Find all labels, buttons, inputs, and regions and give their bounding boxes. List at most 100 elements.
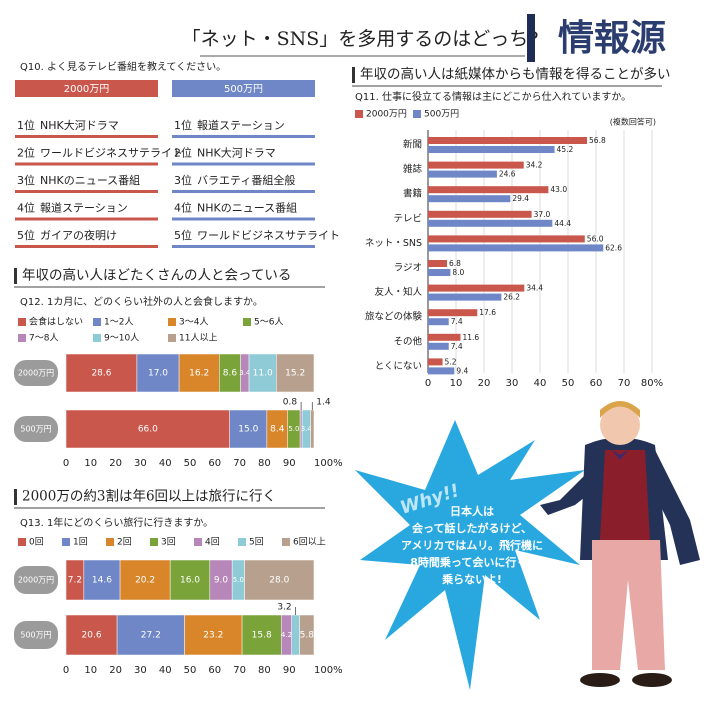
legend-swatch bbox=[168, 318, 176, 326]
bar bbox=[428, 210, 532, 218]
shoe-right bbox=[632, 673, 672, 687]
category-label: 友人・知人 bbox=[374, 286, 422, 298]
hair bbox=[600, 401, 640, 418]
legend-swatch bbox=[18, 538, 26, 546]
pants bbox=[592, 540, 665, 670]
bar-segment bbox=[310, 409, 315, 449]
x-tick-label: 70 bbox=[618, 378, 631, 389]
arm-right bbox=[655, 450, 700, 565]
bar-segment bbox=[169, 559, 211, 601]
bar-segment bbox=[276, 353, 315, 393]
legend-label: 11人以上 bbox=[179, 333, 217, 344]
rank-underline bbox=[172, 217, 315, 221]
bar bbox=[428, 309, 478, 317]
value-label: 15.0 bbox=[238, 425, 258, 435]
head bbox=[600, 405, 640, 445]
value-label: 27.2 bbox=[141, 631, 161, 641]
category-label: 雑誌 bbox=[403, 163, 423, 175]
program: 報道ステーション bbox=[197, 118, 285, 132]
value-label: 56.0 bbox=[587, 234, 604, 243]
value-label: 7.2 bbox=[68, 576, 82, 586]
value-label: 0.8 bbox=[283, 398, 298, 408]
rank-underline bbox=[15, 135, 158, 138]
value-label: 5.2 bbox=[445, 357, 457, 366]
shoe-left bbox=[580, 673, 620, 687]
legend-label: 5～6人 bbox=[254, 317, 283, 328]
x-tick-label: 30 bbox=[134, 665, 147, 676]
legend-swatch bbox=[355, 110, 363, 118]
value-label: 15.2 bbox=[285, 369, 305, 379]
value-label: 3.4 bbox=[301, 425, 313, 433]
bar bbox=[428, 161, 524, 169]
value-label: 44.4 bbox=[554, 219, 571, 228]
bar bbox=[428, 333, 461, 341]
speech-burst bbox=[355, 420, 585, 690]
rank-underline bbox=[15, 162, 158, 166]
category-label: 新聞 bbox=[403, 139, 422, 151]
x-tick-label: 70 bbox=[233, 458, 246, 469]
bar bbox=[428, 170, 497, 178]
legend-swatch bbox=[238, 538, 246, 546]
category-badge bbox=[14, 621, 58, 649]
bar bbox=[428, 146, 555, 153]
bar-segment bbox=[229, 409, 268, 449]
bar-segment bbox=[244, 559, 315, 601]
x-tick-label: 0 bbox=[63, 665, 69, 676]
value-label: 16.0 bbox=[180, 576, 200, 586]
person bbox=[540, 401, 700, 687]
value-label: 4.2 bbox=[281, 631, 292, 639]
legend-label: 3～4人 bbox=[179, 317, 208, 328]
category-label: 2000万円 bbox=[18, 576, 54, 585]
header: 「ネット・SNS」を多用するのはどっち? 情報源 bbox=[182, 14, 666, 62]
legend-swatch bbox=[282, 538, 290, 546]
value-label: 34.2 bbox=[526, 161, 543, 170]
bow-tie bbox=[612, 450, 628, 460]
legend-label: 6回以上 bbox=[293, 537, 326, 548]
x-tick-label: 80 bbox=[258, 665, 271, 676]
value-label: 26.2 bbox=[503, 293, 520, 302]
bar bbox=[428, 318, 449, 326]
legend-label: 5回 bbox=[249, 537, 264, 548]
category-label: その他 bbox=[393, 335, 422, 347]
question: Q13. 1年にどのくらい旅行に行きますか。 bbox=[20, 516, 213, 529]
value-label: 11.6 bbox=[462, 333, 479, 342]
rank: 3位 bbox=[17, 173, 35, 187]
legend-swatch bbox=[18, 334, 26, 342]
bubble-line: 8時間乗って会いに行く? bbox=[410, 555, 533, 569]
rank-underline bbox=[15, 245, 158, 248]
section-title: 年収の高い人ほどたくさんの人と会っている bbox=[22, 267, 291, 284]
bubble-line: 日本人は bbox=[450, 504, 494, 518]
program: 報道ステーション bbox=[40, 201, 128, 215]
x-tick-label: 0 bbox=[63, 458, 69, 469]
bar bbox=[428, 284, 525, 292]
program: ワールドビジネスサテライト bbox=[40, 147, 183, 160]
note: (複数回答可) bbox=[610, 117, 656, 127]
category-label: ラジオ bbox=[394, 263, 422, 274]
question: Q11. 仕事に役立てる情報は主にどこから仕入れていますか。 bbox=[355, 90, 631, 103]
program: NHKのニュース番組 bbox=[40, 174, 140, 187]
value-label: 8.4 bbox=[270, 425, 285, 435]
x-tick-label: 90 bbox=[283, 665, 296, 676]
value-label: 23.2 bbox=[203, 631, 223, 641]
legend-label: 1回 bbox=[73, 537, 88, 548]
value-label: 16.2 bbox=[189, 369, 209, 379]
x-tick-label: 40 bbox=[534, 378, 547, 389]
rank-underline bbox=[172, 135, 315, 138]
legend-label: 9～10人 bbox=[104, 333, 139, 344]
bar bbox=[428, 269, 451, 276]
value-label: 29.4 bbox=[512, 194, 529, 203]
value-label: 34.4 bbox=[526, 284, 543, 293]
x-tick-label: 50 bbox=[562, 378, 575, 389]
section-title: 2000万の約3割は年6回以上は旅行に行く bbox=[22, 488, 276, 505]
category-label: 旅などの体験 bbox=[365, 311, 423, 323]
value-label: 14.6 bbox=[92, 576, 112, 586]
legend-swatch bbox=[243, 318, 251, 326]
value-label: 37.0 bbox=[534, 210, 551, 219]
value-label: 17.0 bbox=[148, 369, 168, 379]
legend-swatch bbox=[106, 538, 114, 546]
value-label: 66.0 bbox=[138, 425, 158, 435]
x-tick-label: 10 bbox=[450, 378, 463, 389]
rank-underline bbox=[172, 245, 315, 248]
value-label: 7.4 bbox=[451, 342, 463, 351]
